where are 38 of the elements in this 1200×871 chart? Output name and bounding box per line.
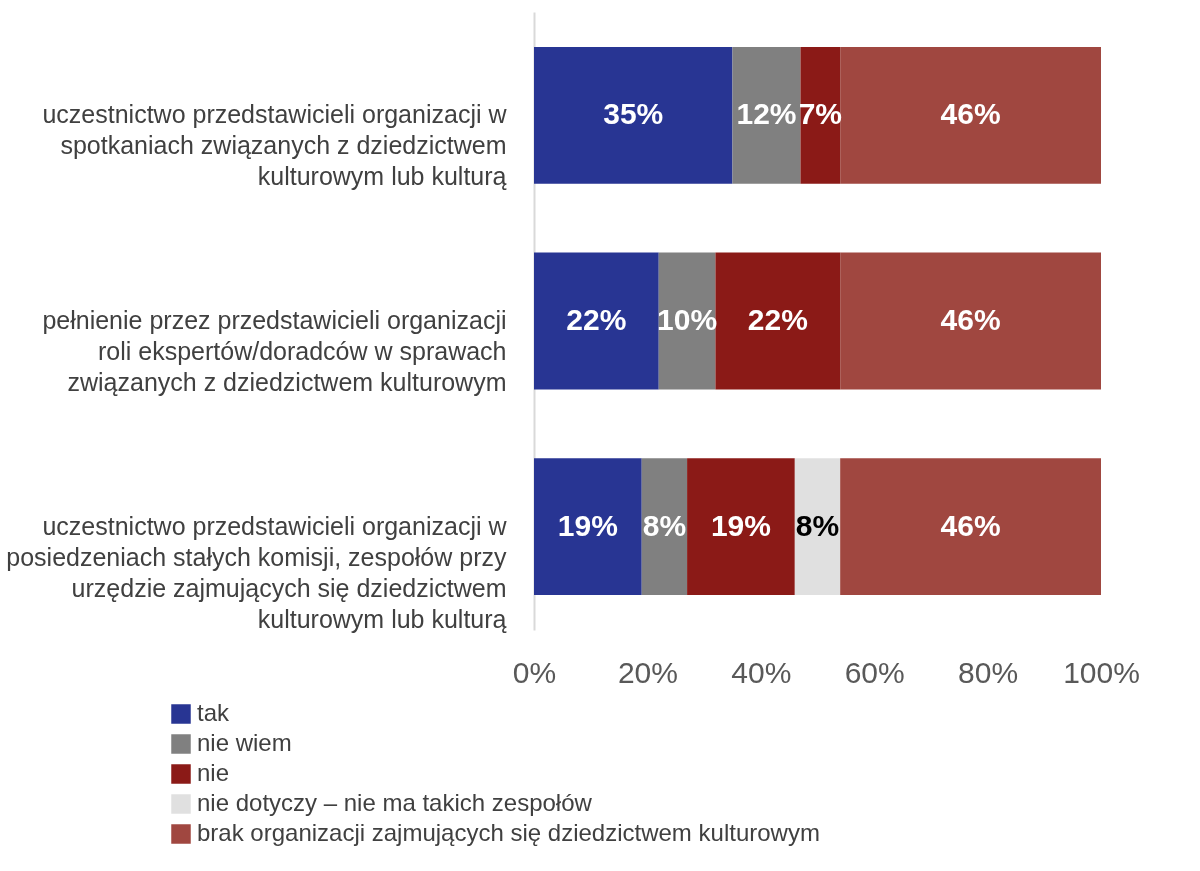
legend-label: brak organizacji zajmujących się dziedzictwem kulturowym <box>197 819 820 846</box>
bar <box>732 46 801 184</box>
y-tick-label: uczestnictwo przedstawicieli organizacji w posiedzeniach stałych komisji, zespołów przy urzędzie zajmujących się dziedzictwem kulturowym lub kulturą <box>6 511 508 633</box>
data-label: 19% <box>710 508 771 542</box>
data-label: 35% <box>603 97 664 131</box>
x-tick-label: 20% <box>617 655 678 689</box>
x-tick-label: 100% <box>1063 655 1140 689</box>
x-tick-label: 60% <box>844 655 905 689</box>
y-tick-label: uczestnictwo przedstawicieli organizacji w spotkaniach związanych z dziedzictwem kulturowym lub kulturą <box>42 100 508 191</box>
data-label: 12% <box>736 97 797 131</box>
data-label: 8% <box>795 508 840 542</box>
data-label: 19% <box>557 508 618 542</box>
legend-label: nie <box>197 759 230 786</box>
data-label: 22% <box>566 303 627 336</box>
legend-label: nie wiem <box>197 729 292 756</box>
data-label: 22% <box>747 303 808 336</box>
legend-label: nie dotyczy – nie ma takich zespołów <box>197 789 593 816</box>
bar <box>715 252 841 390</box>
bar <box>840 46 1101 184</box>
data-label: 46% <box>940 97 1001 131</box>
bar <box>534 458 642 596</box>
legend-label: tak <box>197 699 231 726</box>
bar <box>534 46 733 184</box>
bar <box>840 252 1101 390</box>
x-tick-label: 0% <box>512 655 557 689</box>
y-tick-label: pełnienie przez przedstawicieli organizacji roli ekspertów/doradców w sprawach związanych z dziedzictwem kulturowym <box>42 306 507 396</box>
x-tick-label: 40% <box>731 655 792 689</box>
bar <box>794 458 841 596</box>
data-label: 7% <box>798 97 843 131</box>
bar <box>840 458 1101 596</box>
bar <box>641 458 688 596</box>
x-tick-label: 80% <box>958 655 1019 689</box>
data-label: 46% <box>940 303 1001 336</box>
bar <box>687 458 795 596</box>
bar <box>534 252 659 390</box>
data-label: 8% <box>642 508 687 542</box>
data-label: 46% <box>940 508 1001 542</box>
bar <box>800 46 841 184</box>
